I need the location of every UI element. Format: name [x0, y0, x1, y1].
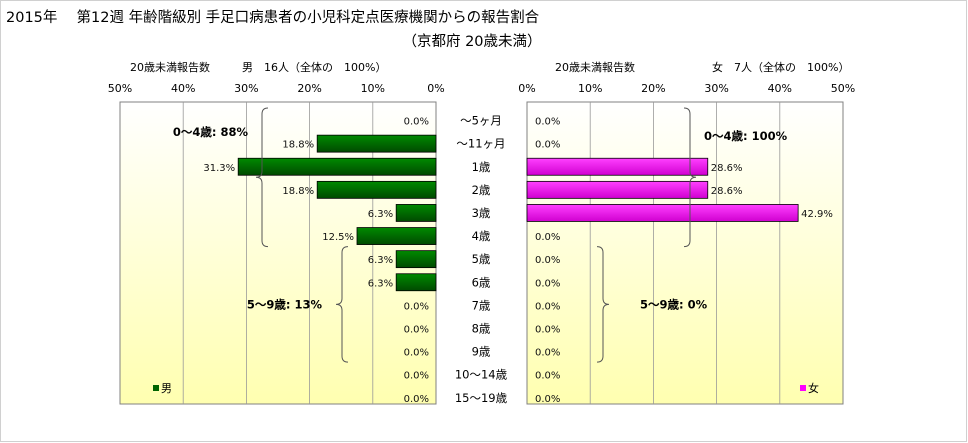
- male-tick-label: 50%: [108, 82, 132, 95]
- female-data-label: 42.9%: [801, 209, 833, 220]
- female-tick-label: 10%: [578, 82, 602, 95]
- male-data-label: 31.3%: [203, 163, 235, 174]
- male-legend-label: 男: [161, 382, 172, 395]
- female-data-label: 0.0%: [535, 140, 560, 151]
- female-data-label: 0.0%: [535, 278, 560, 289]
- female-header-total: 女 7人（全体の 100%）: [712, 60, 849, 74]
- female-data-label: 28.6%: [711, 186, 743, 197]
- male-data-label: 6.3%: [368, 278, 393, 289]
- male-data-label: 18.8%: [282, 140, 314, 151]
- male-tick-label: 20%: [297, 82, 321, 95]
- male-data-label: 0.0%: [404, 324, 429, 335]
- male-header-total: 男 16人（全体の 100%）: [242, 60, 386, 74]
- annotation-brace: [255, 107, 269, 248]
- male-legend-swatch: [153, 385, 159, 391]
- annotation-label: 5～9歳: 0%: [640, 297, 708, 311]
- female-tick-label: 50%: [831, 82, 855, 95]
- female-data-label: 0.0%: [535, 117, 560, 128]
- female-bar: [526, 204, 799, 222]
- category-label: 3歳: [472, 206, 491, 220]
- female-plot-area: [526, 101, 844, 405]
- female-legend-swatch: [800, 385, 806, 391]
- male-data-label: 6.3%: [368, 255, 393, 266]
- male-data-label: 0.0%: [404, 371, 429, 382]
- category-label: 10～14歳: [455, 368, 508, 382]
- male-data-label: 12.5%: [322, 232, 354, 243]
- female-data-label: 0.0%: [535, 255, 560, 266]
- male-bar: [395, 273, 437, 292]
- female-bar: [526, 180, 709, 199]
- category-label: 8歳: [472, 321, 491, 335]
- male-data-label: 0.0%: [404, 301, 429, 312]
- male-tick-label: 40%: [171, 82, 195, 95]
- category-label: 9歳: [472, 345, 491, 359]
- male-bar: [316, 134, 437, 153]
- annotation-label: 0～4歳: 88%: [173, 125, 249, 139]
- female-data-label: 0.0%: [535, 324, 560, 335]
- male-data-label: 6.3%: [368, 209, 393, 220]
- male-bar: [316, 180, 437, 199]
- female-tick-label: 0%: [518, 82, 535, 95]
- category-label: 4歳: [472, 229, 491, 243]
- category-label: ～5ヶ月: [460, 114, 502, 128]
- male-tick-label: 30%: [234, 82, 258, 95]
- female-bar: [526, 157, 709, 176]
- male-bar: [395, 250, 437, 269]
- female-data-label: 0.0%: [535, 301, 560, 312]
- male-data-label: 0.0%: [404, 117, 429, 128]
- category-label: 1歳: [472, 160, 491, 174]
- male-bar: [237, 157, 437, 176]
- annotation-label: 0～4歳: 100%: [704, 129, 788, 143]
- male-data-label: 0.0%: [404, 348, 429, 359]
- female-data-label: 0.0%: [535, 348, 560, 359]
- chart-subtitle: （京都府 20歳未満）: [402, 33, 541, 50]
- category-label: 5歳: [472, 252, 491, 266]
- male-header-label: 20歳未満報告数: [130, 61, 210, 74]
- annotation-brace: [683, 107, 697, 248]
- male-data-label: 18.8%: [282, 186, 314, 197]
- female-data-label: 0.0%: [535, 232, 560, 243]
- female-data-label: 0.0%: [535, 394, 560, 405]
- female-tick-label: 20%: [641, 82, 665, 95]
- male-tick-label: 10%: [361, 82, 385, 95]
- female-legend-label: 女: [808, 381, 819, 395]
- annotation-brace: [335, 246, 349, 363]
- annotation-label: 5～9歳: 13%: [247, 297, 323, 311]
- female-data-label: 0.0%: [535, 371, 560, 382]
- male-tick-label: 0%: [427, 82, 444, 95]
- female-header-label: 20歳未満報告数: [555, 61, 635, 74]
- female-data-label: 28.6%: [711, 163, 743, 174]
- annotation-brace: [596, 246, 610, 363]
- male-bar: [395, 204, 437, 222]
- chart-title: 2015年 第12週 年齢階級別 手足口病患者の小児科定点医療機関からの報告割合: [6, 8, 540, 26]
- male-bar: [356, 227, 437, 245]
- category-label: ～11ヶ月: [456, 137, 505, 151]
- category-label: 2歳: [472, 183, 491, 197]
- category-label: 15～19歳: [455, 391, 508, 405]
- female-tick-label: 30%: [704, 82, 728, 95]
- category-label: 6歳: [472, 275, 491, 289]
- category-label: 7歳: [472, 298, 491, 312]
- female-tick-label: 40%: [768, 82, 792, 95]
- male-data-label: 0.0%: [404, 394, 429, 405]
